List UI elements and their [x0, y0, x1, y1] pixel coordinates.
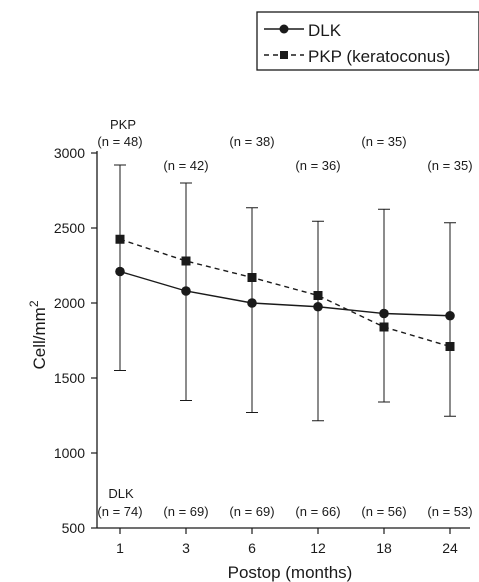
- y-tick-label: 1000: [54, 445, 85, 461]
- legend-pkp-label: PKP (keratoconus): [308, 47, 450, 66]
- x-tick-label: 24: [442, 540, 458, 556]
- y-axis-title: Cell/mm2: [27, 300, 49, 369]
- data-point-dlk: [247, 298, 257, 308]
- axes: [96, 151, 470, 529]
- error-bars: [114, 164, 456, 422]
- n-label-dlk: (n = 69): [229, 504, 274, 519]
- data-point-pkp: [181, 256, 191, 266]
- y-tick-label: 2000: [54, 295, 85, 311]
- markers: [115, 234, 455, 351]
- x-axis-title: Postop (months): [228, 563, 353, 582]
- series-line-dlk: [119, 270, 451, 317]
- pkp-group-label: PKP: [110, 117, 136, 132]
- legend-frame: [256, 11, 479, 71]
- x-tick-label: 6: [248, 540, 256, 556]
- n-label-pkp: (n = 38): [229, 134, 274, 149]
- n-label-pkp: (n = 42): [163, 158, 208, 173]
- x-tick-label: 3: [182, 540, 190, 556]
- n-label-dlk: (n = 53): [427, 504, 472, 519]
- n-label-pkp: (n = 35): [427, 158, 472, 173]
- y-tick-label: 1500: [54, 370, 85, 386]
- data-point-dlk: [445, 310, 455, 321]
- x-ticks: 1 3 6 12 18 24: [116, 528, 458, 556]
- data-point-pkp: [313, 291, 323, 300]
- legend-dlk-label: DLK: [308, 21, 342, 40]
- n-label-dlk: (n = 69): [163, 504, 208, 519]
- legend-pkp-marker: [280, 51, 288, 59]
- legend: DLK PKP (keratoconus): [256, 11, 479, 71]
- data-point-pkp: [115, 234, 125, 244]
- y-tick-label: 500: [62, 520, 86, 536]
- series-lines: [119, 238, 451, 348]
- data-point-pkp: [379, 322, 389, 332]
- n-labels: (n = 48) (n = 42) (n = 38) (n = 36) (n = 35)…: [97, 134, 472, 519]
- data-point-dlk: [313, 301, 323, 312]
- data-point-dlk: [181, 286, 191, 296]
- n-label-dlk: (n = 66): [295, 504, 340, 519]
- y-tick-label: 3000: [54, 145, 85, 161]
- n-label-pkp: (n = 48): [97, 134, 142, 149]
- data-point-dlk: [115, 266, 125, 277]
- series-line-pkp: [119, 238, 451, 348]
- data-point-pkp: [445, 342, 455, 351]
- data-point-dlk: [379, 308, 389, 319]
- y-axis-title-base: Cell/mm: [30, 307, 49, 369]
- data-point-pkp: [247, 273, 257, 282]
- y-ticks: 500 1000 1500 2000 2500 3000: [54, 145, 97, 536]
- dlk-group-label: DLK: [108, 486, 134, 501]
- y-tick-label: 2500: [54, 220, 85, 236]
- x-tick-label: 12: [310, 540, 326, 556]
- n-label-pkp: (n = 35): [361, 134, 406, 149]
- n-label-dlk: (n = 74): [97, 504, 142, 519]
- n-label-pkp: (n = 36): [295, 158, 340, 173]
- n-label-dlk: (n = 56): [361, 504, 406, 519]
- x-tick-label: 18: [376, 540, 392, 556]
- legend-dlk-marker: [279, 24, 289, 34]
- y-axis-title-sup: 2: [27, 300, 41, 307]
- x-tick-label: 1: [116, 540, 124, 556]
